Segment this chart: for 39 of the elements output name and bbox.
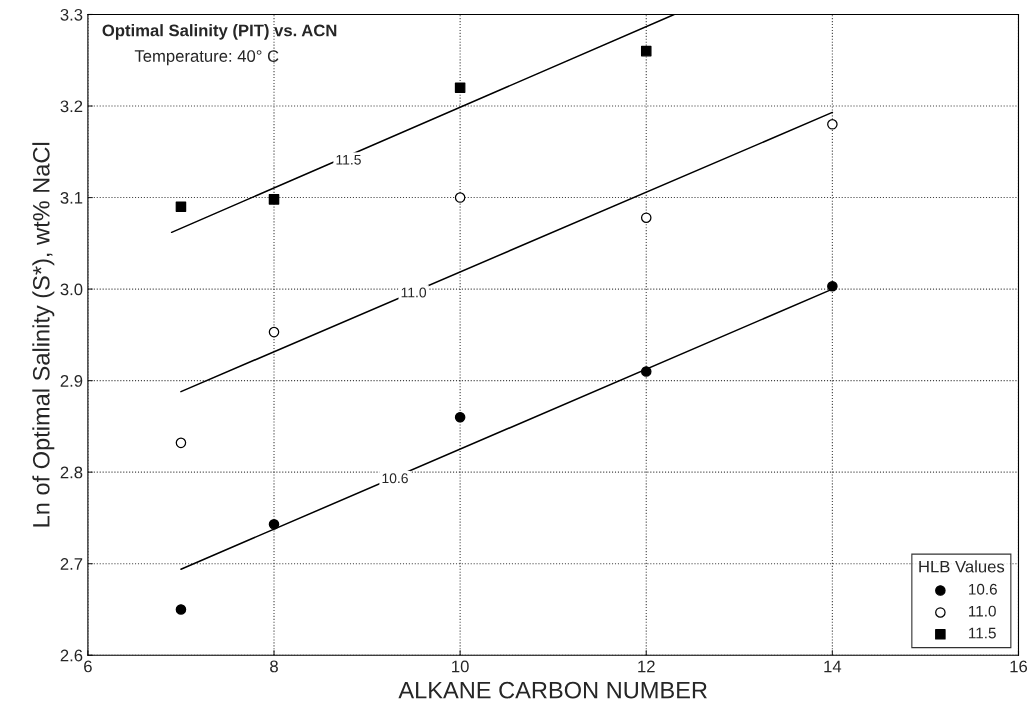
legend-title: HLB Values (919, 560, 1005, 573)
legend-label: 10.6 (969, 583, 997, 595)
x-tick-label: 10 (452, 660, 469, 673)
point (827, 119, 838, 130)
y-tick-label: 3.3 (60, 8, 83, 21)
annotation: 11.5 (336, 154, 361, 165)
y-tick-label: 2.8 (60, 466, 83, 479)
point (640, 45, 652, 57)
point (454, 82, 466, 93)
y-axis-title: Ln of Optimal Salinity (S*), wt% NaCl (32, 142, 55, 527)
point (268, 194, 280, 205)
y-tick-label: 3.1 (60, 191, 83, 204)
point (640, 212, 652, 223)
point (454, 411, 466, 423)
y-tick-label: 3.0 (60, 283, 83, 296)
x-tick-label: 14 (824, 660, 842, 673)
x-tick-label: 16 (1010, 660, 1028, 673)
point (268, 519, 280, 530)
annotation: 10.6 (382, 473, 408, 484)
x-tick-label: 12 (638, 660, 655, 673)
x-axis-title: ALKANE CARBON NUMBER (398, 681, 707, 699)
point (454, 192, 466, 203)
y-tick-label: 3.2 (60, 100, 83, 113)
legend-label: 11.5 (969, 627, 996, 639)
legend-label: 11.0 (969, 605, 996, 617)
annotation: 11.0 (401, 287, 427, 298)
point (640, 366, 652, 377)
point (827, 281, 838, 292)
y-tick-label: 2.6 (60, 649, 83, 662)
x-tick-label: 6 (84, 660, 92, 673)
annotation: Temperature: 40° C (134, 50, 279, 66)
point (268, 326, 280, 338)
point (175, 604, 187, 615)
point (175, 201, 187, 212)
y-tick-label: 2.9 (60, 375, 83, 387)
point (175, 437, 187, 449)
text: Optimal Salinity (PIT) vs. ACN (102, 24, 337, 40)
x-tick-label: 8 (270, 660, 278, 673)
y-tick-label: 2.7 (60, 558, 83, 570)
